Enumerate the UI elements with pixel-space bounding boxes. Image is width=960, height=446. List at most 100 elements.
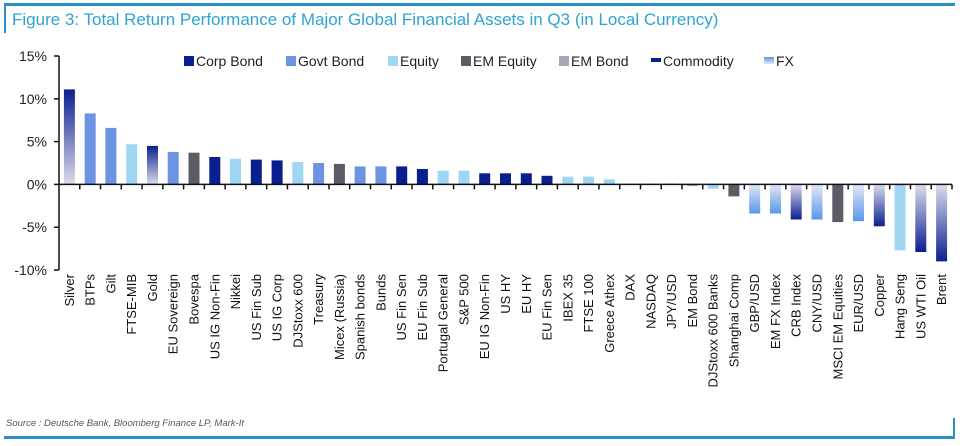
x-category-label: US IG Corp: [270, 274, 285, 341]
bar-treasury: [313, 163, 325, 185]
bar-portugal-general: [437, 170, 449, 185]
legend-swatch-em-bond: [559, 56, 569, 66]
bar-us-ig-non-fin: [209, 157, 221, 185]
x-category-label: US IG Non-Fin: [207, 274, 222, 359]
bar-greece-athex: [603, 179, 615, 185]
x-category-label: Portugal General: [436, 274, 451, 372]
y-axis: -10% -5% 0% 5% 10% 15%: [14, 48, 60, 278]
x-category-label: Brent: [934, 274, 949, 305]
bar-eu-ig-non-fin: [479, 173, 491, 185]
x-category-label: EU IG Non-Fin: [477, 274, 492, 359]
source-note: Source : Deutsche Bank, Bloomberg Financ…: [6, 418, 244, 429]
y-tick-label: 15%: [19, 48, 47, 64]
x-category-label: Greece Athex: [602, 274, 617, 353]
frame-left-border: [4, 3, 6, 33]
bar-gbp-usd: [749, 184, 761, 214]
bar-nikkei: [230, 158, 241, 185]
bar-spanish-bonds: [354, 166, 366, 185]
legend-swatch-commodity: [651, 58, 661, 62]
bar-s-p-500: [458, 170, 470, 185]
bar-ibex-35: [562, 176, 574, 185]
bar-eu-hy: [520, 173, 532, 185]
x-category-label: Shanghai Comp: [726, 274, 741, 367]
legend-swatch-equity: [388, 56, 398, 66]
y-tick-label: -10%: [14, 262, 47, 278]
x-category-label: GBP/USD: [747, 274, 762, 333]
frame-bottom-border: [4, 436, 955, 439]
legend-swatch-em-equity: [461, 56, 471, 66]
bar-shanghai-comp: [728, 184, 740, 197]
legend-label-fx: FX: [776, 53, 795, 69]
bar-gold: [147, 145, 158, 185]
x-axis: Silver BTPs Gilt FTSE-MIB Gold EU Sovereign Bo…: [59, 183, 953, 388]
y-tick-label: 10%: [19, 91, 47, 107]
bar-crb-index: [790, 184, 802, 220]
x-category-label: US WTI Oil: [913, 274, 928, 339]
x-category-label: EU Fin Sen: [540, 274, 555, 340]
x-category-label: DJStoxx 600: [290, 274, 305, 348]
x-category-label: MSCI EM Equities: [830, 274, 845, 380]
legend-swatch-fx: [764, 57, 774, 64]
legend-swatch-govt-bond: [286, 56, 296, 66]
bar-gilt: [105, 127, 117, 185]
legend-label-commodity: Commodity: [663, 53, 734, 69]
x-category-label: Bovespa: [187, 273, 202, 324]
bar-eu-fin-sub: [416, 169, 428, 185]
bar-hang-seng: [894, 184, 906, 251]
x-category-label: Treasury: [311, 274, 326, 325]
x-category-label: US HY: [498, 274, 513, 314]
y-tick-label: 0%: [27, 176, 47, 192]
x-category-label: IBEX 35: [560, 274, 575, 322]
x-category-label: Hang Seng: [893, 274, 908, 339]
bar-us-fin-sen: [396, 166, 408, 185]
x-category-label: Spanish bonds: [353, 274, 368, 361]
bar-bovespa: [188, 152, 200, 185]
x-category-label: FTSE 100: [581, 274, 596, 333]
bar-silver: [63, 89, 75, 185]
x-category-label: JPY/USD: [664, 274, 679, 329]
y-tick-label: 5%: [27, 134, 47, 150]
legend-label-em-equity: EM Equity: [473, 53, 537, 69]
bar-us-hy: [500, 173, 511, 185]
bar-ftse-100: [583, 176, 595, 185]
bar-bunds: [375, 166, 387, 185]
bar-em-bond: [686, 184, 698, 187]
x-category-label: EU Fin Sub: [415, 274, 430, 340]
bar-eu-sovereign: [167, 151, 179, 185]
legend-label-corp-bond: Corp Bond: [196, 53, 263, 69]
y-tick-label: -5%: [22, 219, 47, 235]
bar-eur-usd: [853, 184, 864, 222]
x-category-label: S&P 500: [457, 274, 472, 325]
bar-brent: [936, 184, 948, 262]
legend-label-govt-bond: Govt Bond: [298, 53, 364, 69]
x-category-label: NASDAQ: [643, 274, 658, 329]
x-category-label: CNY/USD: [810, 274, 825, 333]
x-category-label: EUR/USD: [851, 274, 866, 333]
legend-label-equity: Equity: [400, 53, 439, 69]
x-category-label: Gilt: [103, 274, 118, 294]
bar-ftse-mib: [126, 144, 138, 185]
x-category-label: CRB Index: [789, 274, 804, 337]
x-category-label: Nikkei: [228, 274, 243, 310]
x-category-label: EM Bond: [685, 274, 700, 327]
bar-em-fx-index: [770, 184, 781, 214]
x-category-label: DAX: [623, 274, 638, 301]
bar-cny-usd: [811, 184, 823, 220]
bar-djstoxx-600: [292, 162, 304, 185]
x-category-label: DJStoxx 600 Banks: [706, 274, 721, 388]
legend-swatch-corp-bond: [184, 56, 194, 66]
bar-btps: [84, 113, 96, 185]
bar-us-wti-oil: [915, 184, 927, 252]
bar-copper: [873, 184, 885, 227]
bar-eu-fin-sen: [541, 175, 553, 185]
x-category-label: US Fin Sub: [249, 274, 264, 340]
figure-title: Figure 3: Total Return Performance of Ma…: [12, 10, 719, 29]
bar-msci-em-equities: [832, 184, 844, 223]
legend: Corp Bond Govt Bond Equity EM Equity EM Bond…: [184, 53, 795, 69]
x-category-label: EU Sovereign: [166, 274, 181, 354]
x-category-label: FTSE-MIB: [124, 274, 139, 335]
x-category-label: EM FX Index: [768, 274, 783, 350]
x-category-label: Silver: [62, 273, 77, 306]
bar-us-fin-sub: [250, 159, 262, 185]
